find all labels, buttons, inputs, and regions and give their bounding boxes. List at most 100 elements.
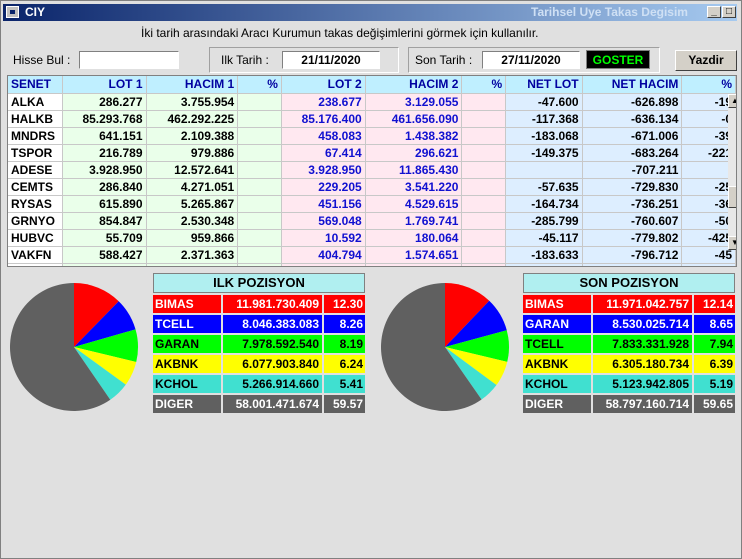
table-cell: GRNYO xyxy=(8,212,63,230)
table-row[interactable]: TSPOR 216.789 979.886 67.414 296.621 -149.375… xyxy=(8,144,736,162)
app-icon xyxy=(6,6,19,18)
table-cell: 3.928.950 xyxy=(281,161,366,179)
data-grid[interactable]: SENET LOT 1 HACIM 1% LOT 2 HACIM 2% NET LOT NE… xyxy=(7,75,737,267)
column-header: HACIM 2 xyxy=(365,76,463,94)
instructions-text: İki tarih arasındaki Aracı Kurumun takas… xyxy=(141,26,539,40)
scroll-down-icon[interactable]: ▼ xyxy=(728,236,736,250)
pie-slice xyxy=(74,283,119,347)
position-row: DIGER 58.797.160.714 59.65 xyxy=(523,395,735,414)
position-value: 5.123.942.805 xyxy=(593,375,692,393)
table-cell xyxy=(505,161,583,179)
table-cell: 959.866 xyxy=(146,229,239,247)
table-row[interactable]: RYSAS 615.890 5.265.867 451.156 4.529.615 -16… xyxy=(8,195,736,213)
table-cell xyxy=(461,110,507,128)
table-cell: 1.438.382 xyxy=(365,127,463,145)
table-cell: HALKB xyxy=(8,110,63,128)
position-symbol: TCELL xyxy=(523,335,591,353)
vertical-scrollbar[interactable]: ▲ ▼ xyxy=(728,94,736,250)
table-cell: CEMTS xyxy=(8,178,63,196)
table-cell xyxy=(461,93,507,111)
table-cell: -736.251 xyxy=(582,195,683,213)
position-symbol: BIMAS xyxy=(523,295,591,313)
table-cell: -45.117 xyxy=(505,229,583,247)
position-symbol: GARAN xyxy=(523,315,591,333)
table-row[interactable]: VAKFN 588.427 2.371.363 404.794 1.574.651 -18… xyxy=(8,246,736,264)
table-cell: 3.897.496.242 xyxy=(281,263,366,266)
table-cell: 641.151 xyxy=(62,127,147,145)
position-percent: 6.24 xyxy=(324,355,365,373)
pie-slice xyxy=(445,300,507,347)
table-cell xyxy=(461,144,507,162)
table-cell: -671.006 xyxy=(582,127,683,145)
table-cell: 12.572.641 xyxy=(146,161,239,179)
position-percent: 5.19 xyxy=(694,375,735,393)
title-bar[interactable]: CIY Tarihsel Uye Takas Degisim _ □ xyxy=(3,4,737,21)
table-cell: -729.830 xyxy=(582,178,683,196)
table-row[interactable]: HALKB 85.293.768 462.292.225 85.176.400 461.… xyxy=(8,110,736,128)
yazdir-button[interactable]: Yazdir xyxy=(675,50,737,71)
pie-slice xyxy=(445,347,508,386)
position-value: 58.797.160.714 xyxy=(593,395,692,413)
table-cell xyxy=(237,127,282,145)
ilk-tarih-input[interactable]: 21/11/2020 xyxy=(282,51,380,69)
position-row: GARAN 8.530.025.714 8.65 xyxy=(523,315,735,334)
position-value: 8.046.383.083 xyxy=(223,315,322,333)
son-tarih-input[interactable]: 27/11/2020 xyxy=(482,51,580,69)
table-cell: 569.048 xyxy=(281,212,366,230)
table-cell: 85.176.400 xyxy=(281,110,366,128)
table-cell: 1.574.651 xyxy=(365,246,463,264)
column-header: % xyxy=(461,76,507,94)
table-cell: -779.802 xyxy=(582,229,683,247)
position-row: DIGER 58.001.471.674 59.57 xyxy=(153,395,365,414)
position-row: AKBNK 6.077.903.840 6.24 xyxy=(153,355,365,374)
position-symbol: DIGER xyxy=(523,395,591,413)
table-cell xyxy=(461,161,507,179)
table-cell: 979.886 xyxy=(146,144,239,162)
table-cell: HUBVC xyxy=(8,229,63,247)
table-cell xyxy=(461,246,507,264)
column-header: SENET xyxy=(8,76,63,94)
hisse-bul-label: Hisse Bul : xyxy=(13,53,71,67)
table-cell: 296.621 xyxy=(365,144,463,162)
minimize-button[interactable]: _ xyxy=(707,6,721,18)
position-value: 7.978.592.540 xyxy=(223,335,322,353)
table-cell: MNDRS xyxy=(8,127,63,145)
table-cell: 100,00 xyxy=(237,263,282,266)
hisse-bul-input[interactable] xyxy=(79,51,179,69)
position-row: TCELL 7.833.331.928 7.94 xyxy=(523,335,735,354)
maximize-button[interactable]: □ xyxy=(722,6,736,18)
table-row[interactable]: CEMTS 286.840 4.271.051 229.205 3.541.220 -57… xyxy=(8,178,736,196)
table-cell: -149.375 xyxy=(505,144,583,162)
table-cell: -47.600 xyxy=(505,93,583,111)
table-cell: -796.712 xyxy=(582,246,683,264)
table-cell xyxy=(461,127,507,145)
table-row[interactable]: ALKA 286.277 3.755.954 238.677 3.129.055 -47.… xyxy=(8,93,736,111)
pie-slice xyxy=(74,301,136,347)
position-percent: 7.94 xyxy=(694,335,735,353)
column-header: HACIM 1 xyxy=(146,76,239,94)
table-cell: 461.656.090 xyxy=(365,110,463,128)
table-row[interactable]: HUBVC 55.709 959.866 10.592 180.064 -45.117 -7… xyxy=(8,229,736,247)
position-symbol: AKBNK xyxy=(523,355,591,373)
table-cell: RYSAS xyxy=(8,195,63,213)
scroll-up-icon[interactable]: ▲ xyxy=(728,94,736,108)
position-percent: 8.65 xyxy=(694,315,735,333)
window-title: CIY xyxy=(25,5,46,19)
position-percent: 8.19 xyxy=(324,335,365,353)
table-cell: 3.755.954 xyxy=(146,93,239,111)
table-cell xyxy=(461,195,507,213)
pie-slice xyxy=(74,329,138,362)
position-percent: 6.39 xyxy=(694,355,735,373)
table-cell: 11.865.430 xyxy=(365,161,463,179)
table-row[interactable]: GRNYO 854.847 2.530.348 569.048 1.769.741 -28… xyxy=(8,212,736,230)
table-cell: 286.277 xyxy=(62,93,147,111)
table-row[interactable]: ADESE 3.928.950 12.572.641 3.928.950 11.865.… xyxy=(8,161,736,179)
position-percent: 59.57 xyxy=(324,395,365,413)
table-row[interactable]: MNDRS 641.151 2.109.388 458.083 1.438.382 -18… xyxy=(8,127,736,145)
table-cell xyxy=(505,263,583,266)
scroll-thumb[interactable] xyxy=(728,186,736,208)
goster-button[interactable]: GOSTER xyxy=(586,50,650,69)
table-cell: 3.720.971.689 xyxy=(62,263,147,266)
table-cell: ALKA xyxy=(8,93,63,111)
table-cell: 286.840 xyxy=(62,178,147,196)
